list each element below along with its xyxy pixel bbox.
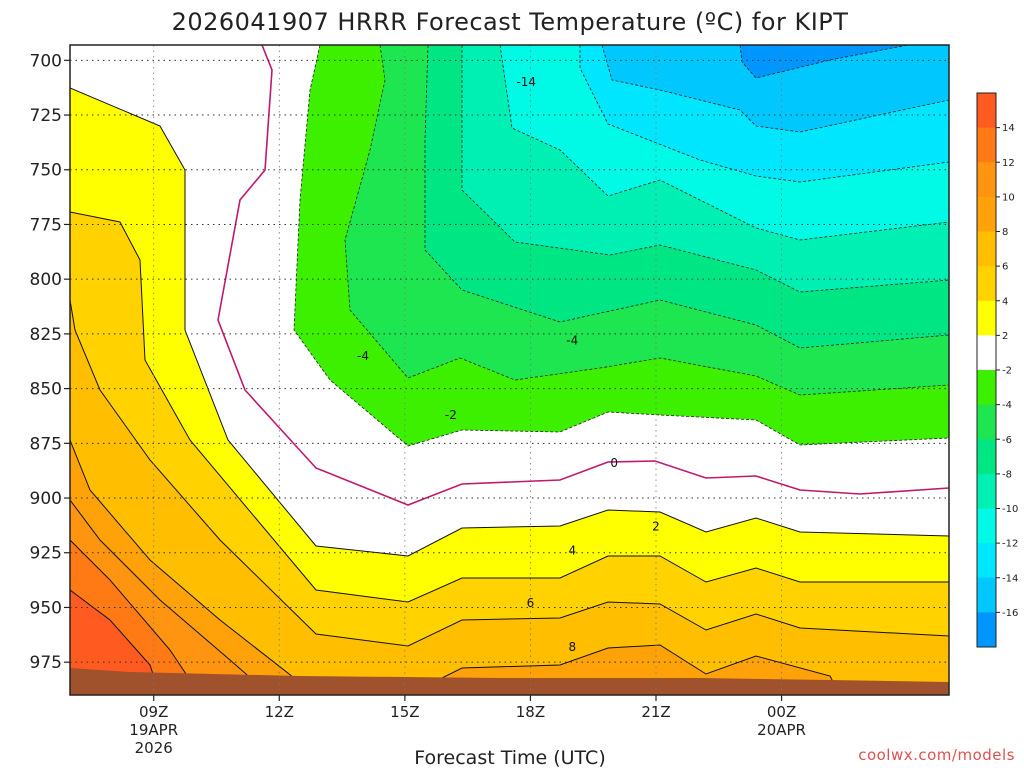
- colorbar-swatch: [977, 473, 996, 509]
- contour-label: 0: [610, 456, 618, 470]
- y-tick-label: 700: [30, 51, 62, 71]
- colorbar-swatch: [977, 508, 996, 544]
- colorbar-tick-label: -12: [1002, 539, 1018, 550]
- colorbar-tick-label: 2: [1002, 331, 1008, 342]
- plot-area: [70, 45, 949, 695]
- x-tick-label: 18Z: [516, 703, 545, 721]
- contour-label: 4: [568, 544, 576, 558]
- colorbar-tick-label: -4: [1002, 400, 1012, 411]
- band-m16: [739, 45, 909, 79]
- isotherm-zero: [217, 45, 949, 506]
- y-tick-label: 800: [30, 270, 62, 290]
- chart-title: 2026041907 HRRR Forecast Temperature (ºC…: [172, 8, 849, 36]
- y-tick-label: 900: [30, 489, 62, 509]
- x-tick-year: 2026: [135, 739, 173, 757]
- colorbar-swatch: [977, 162, 996, 198]
- x-tick-date: 19APR: [129, 721, 178, 739]
- y-tick-label: 925: [30, 544, 62, 564]
- plot-frame: [69, 44, 950, 696]
- colorbar-swatch: [977, 93, 996, 129]
- colorbar-tick-label: -14: [1002, 573, 1018, 584]
- band-p2: [70, 87, 949, 695]
- contour-label: -14: [516, 75, 536, 89]
- colorbar-tick-label: 14: [1002, 123, 1015, 134]
- colorbar-swatch: [977, 196, 996, 232]
- y-tick-label: 975: [30, 653, 62, 673]
- colorbar-tick-label: 10: [1002, 192, 1015, 203]
- colorbar-swatch: [977, 127, 996, 163]
- x-tick-label: 15Z: [390, 703, 419, 721]
- x-axis-label: Forecast Time (UTC): [414, 747, 605, 768]
- contour-label: -4: [566, 333, 578, 347]
- colorbar-swatch: [977, 404, 996, 440]
- contour-label: 8: [568, 640, 576, 654]
- colorbar: 14 12 10 8 6 4 2 -2 -4 -6 -8 -10 -12 -14 -16: [976, 92, 1018, 648]
- contour-label: -2: [445, 408, 457, 422]
- colorbar-swatch: [977, 439, 996, 475]
- colorbar-tick-label: 6: [1002, 262, 1008, 273]
- contour-label: 2: [652, 519, 660, 533]
- x-tick-label: 21Z: [641, 703, 670, 721]
- colorbar-tick-label: 12: [1002, 158, 1015, 169]
- y-tick-label: 775: [30, 215, 62, 235]
- contour-label: -4: [357, 349, 369, 363]
- ground: [70, 668, 949, 695]
- colorbar-tick-label: -8: [1002, 469, 1012, 480]
- y-axis: 700 725 750 775 800 825 850 875 900 925 950 975: [30, 51, 70, 673]
- colorbar-tick-label: -16: [1002, 608, 1018, 619]
- band-p4: [70, 211, 949, 695]
- contour-label: 6: [527, 596, 535, 610]
- colorbar-swatch: [977, 543, 996, 579]
- y-tick-label: 825: [30, 325, 62, 345]
- colorbar-tick-label: 4: [1002, 296, 1008, 307]
- x-tick-label: 00Z: [767, 703, 796, 721]
- band-m14: [601, 45, 949, 133]
- x-tick-date: 20APR: [757, 721, 806, 739]
- colorbar-swatch: [977, 577, 996, 613]
- colorbar-swatch: [977, 300, 996, 336]
- colorbar-swatch: [977, 335, 996, 371]
- credit-link[interactable]: coolwx.com/models: [858, 746, 1015, 764]
- y-tick-label: 725: [30, 106, 62, 126]
- y-tick-label: 950: [30, 598, 62, 618]
- colorbar-swatch: [977, 370, 996, 406]
- y-tick-label: 850: [30, 380, 62, 400]
- colorbar-tick-label: -2: [1002, 366, 1012, 377]
- y-tick-label: 875: [30, 434, 62, 454]
- colorbar-swatch: [977, 612, 996, 648]
- contour-labels: -14 -4 -4 -2 0 2 4 6 8: [357, 75, 660, 654]
- colorbar-swatch: [977, 231, 996, 267]
- y-tick-label: 750: [30, 161, 62, 181]
- colorbar-tick-label: 8: [1002, 227, 1008, 238]
- x-tick-label: 12Z: [265, 703, 294, 721]
- colorbar-tick-label: -6: [1002, 435, 1012, 446]
- grid: [70, 45, 949, 695]
- x-tick-label: 09Z: [139, 703, 168, 721]
- colorbar-tick-label: -10: [1002, 504, 1018, 515]
- colorbar-swatch: [977, 266, 996, 302]
